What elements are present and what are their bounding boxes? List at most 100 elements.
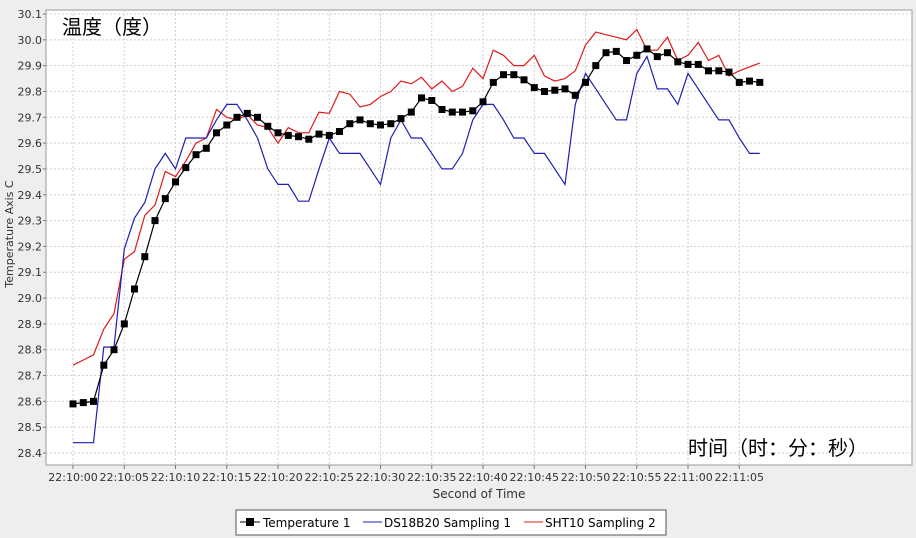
data-point-temperature-1 [489, 78, 497, 86]
data-point-temperature-1 [602, 49, 610, 57]
data-point-temperature-1 [592, 62, 600, 70]
y-tick-label: 29.7 [18, 111, 43, 124]
data-point-temperature-1 [428, 97, 436, 104]
data-point-temperature-1 [213, 129, 220, 137]
legend: Temperature 1 DS18B20 Sampling 1 SHT10 S… [235, 509, 667, 536]
data-point-temperature-1 [325, 131, 333, 139]
data-point-temperature-1 [295, 133, 302, 141]
legend-label-ds18b20: DS18B20 Sampling 1 [384, 516, 511, 530]
data-point-temperature-1 [746, 77, 753, 85]
y-tick-label: 29.8 [18, 85, 43, 98]
data-point-temperature-1 [653, 53, 661, 61]
data-point-temperature-1 [274, 129, 282, 137]
data-point-temperature-1 [233, 113, 241, 121]
series-markers [69, 45, 764, 408]
data-point-temperature-1 [407, 108, 415, 116]
x-tick-label: 22:11:00 [663, 471, 712, 484]
data-point-temperature-1 [305, 135, 313, 143]
legend-marker-temperature-1 [246, 518, 254, 526]
data-point-temperature-1 [418, 94, 425, 102]
data-point-temperature-1 [346, 120, 354, 128]
data-point-temperature-1 [469, 107, 477, 115]
x-tick-label: 22:10:20 [253, 471, 302, 484]
data-point-temperature-1 [735, 78, 743, 86]
data-point-temperature-1 [254, 113, 261, 121]
data-point-temperature-1 [705, 67, 712, 75]
y-tick-label: 30.1 [18, 8, 43, 21]
data-point-temperature-1 [151, 217, 159, 225]
data-point-temperature-1 [284, 131, 292, 139]
data-point-temperature-1 [448, 108, 456, 116]
data-point-temperature-1 [110, 346, 118, 354]
data-point-temperature-1 [243, 109, 251, 117]
y-tick-label: 28.7 [18, 370, 43, 383]
x-axis-label: Second of Time [433, 487, 526, 501]
y-tick-label: 29.2 [18, 240, 43, 253]
y-tick-label: 28.9 [18, 318, 43, 331]
y-tick-label: 28.8 [18, 344, 43, 357]
data-point-temperature-1 [510, 71, 518, 79]
y-tick-label: 29.3 [18, 215, 43, 228]
data-point-temperature-1 [223, 121, 231, 129]
grid-lines [46, 10, 912, 465]
data-point-temperature-1 [69, 400, 77, 408]
chart-title-top-left: 温度（度） [62, 15, 162, 39]
data-point-temperature-1 [561, 85, 569, 93]
y-tick-label: 28.6 [18, 395, 43, 408]
y-tick-label: 29.6 [18, 137, 43, 150]
data-point-temperature-1 [664, 49, 671, 57]
data-point-temperature-1 [438, 106, 446, 113]
data-point-temperature-1 [571, 91, 579, 99]
data-point-temperature-1 [336, 128, 343, 135]
x-tick-label: 22:10:50 [561, 471, 610, 484]
data-point-temperature-1 [192, 151, 200, 159]
data-point-temperature-1 [202, 144, 210, 152]
legend-item-temperature-1: Temperature 1 [240, 516, 350, 530]
data-point-temperature-1 [264, 122, 272, 130]
data-point-temperature-1 [541, 88, 548, 95]
data-point-temperature-1 [684, 60, 692, 68]
data-point-temperature-1 [182, 164, 190, 172]
x-tick-label: 22:10:35 [407, 471, 456, 484]
x-tick-label: 22:10:45 [510, 471, 559, 484]
legend-label-temperature-1: Temperature 1 [262, 516, 350, 530]
x-tick-label: 22:10:00 [48, 471, 97, 484]
legend-item-ds18b20: DS18B20 Sampling 1 [363, 516, 511, 530]
data-point-temperature-1 [141, 253, 149, 261]
y-tick-label: 29.5 [18, 163, 43, 176]
data-point-temperature-1 [172, 178, 179, 186]
data-point-temperature-1 [387, 120, 395, 128]
data-point-temperature-1 [643, 45, 651, 53]
data-point-temperature-1 [479, 98, 487, 106]
data-point-temperature-1 [694, 60, 702, 68]
y-tick-label: 29.9 [18, 60, 43, 73]
data-point-temperature-1 [530, 84, 538, 92]
x-tick-label: 22:11:05 [715, 471, 764, 484]
y-tick-label: 29.0 [18, 292, 43, 305]
plot-area [45, 9, 913, 466]
y-tick-label: 29.4 [18, 189, 43, 202]
y-tick-label: 28.4 [18, 447, 43, 460]
x-tick-label: 22:10:30 [356, 471, 405, 484]
series-line-ds18b20-sampling-1 [73, 55, 760, 444]
data-point-temperature-1 [131, 285, 138, 293]
y-tick-label: 28.5 [18, 421, 43, 434]
data-point-temperature-1 [612, 47, 620, 55]
x-tick-label: 22:10:25 [305, 471, 354, 484]
data-point-temperature-1 [366, 120, 374, 128]
data-point-temperature-1 [520, 76, 528, 84]
x-tick-label: 22:10:15 [202, 471, 251, 484]
data-point-temperature-1 [551, 86, 559, 94]
x-tick-label: 22:10:10 [151, 471, 200, 484]
data-point-temperature-1 [79, 399, 87, 407]
data-point-temperature-1 [356, 116, 364, 124]
data-point-temperature-1 [582, 78, 589, 86]
y-axis-ticks: 28.4 28.5 28.6 28.7 28.8 28.9 29.0 29.1 29.2 29.3… [18, 8, 46, 460]
y-tick-label: 30.0 [18, 34, 43, 47]
data-point-temperature-1 [756, 78, 764, 86]
data-point-temperature-1 [100, 361, 108, 369]
x-axis-ticks: 22:10:00 22:10:05 22:10:10 22:10:15 22:10:20… [48, 465, 764, 484]
y-axis-label: Temperature Axis C [3, 180, 16, 288]
x-tick-label: 22:10:55 [612, 471, 661, 484]
